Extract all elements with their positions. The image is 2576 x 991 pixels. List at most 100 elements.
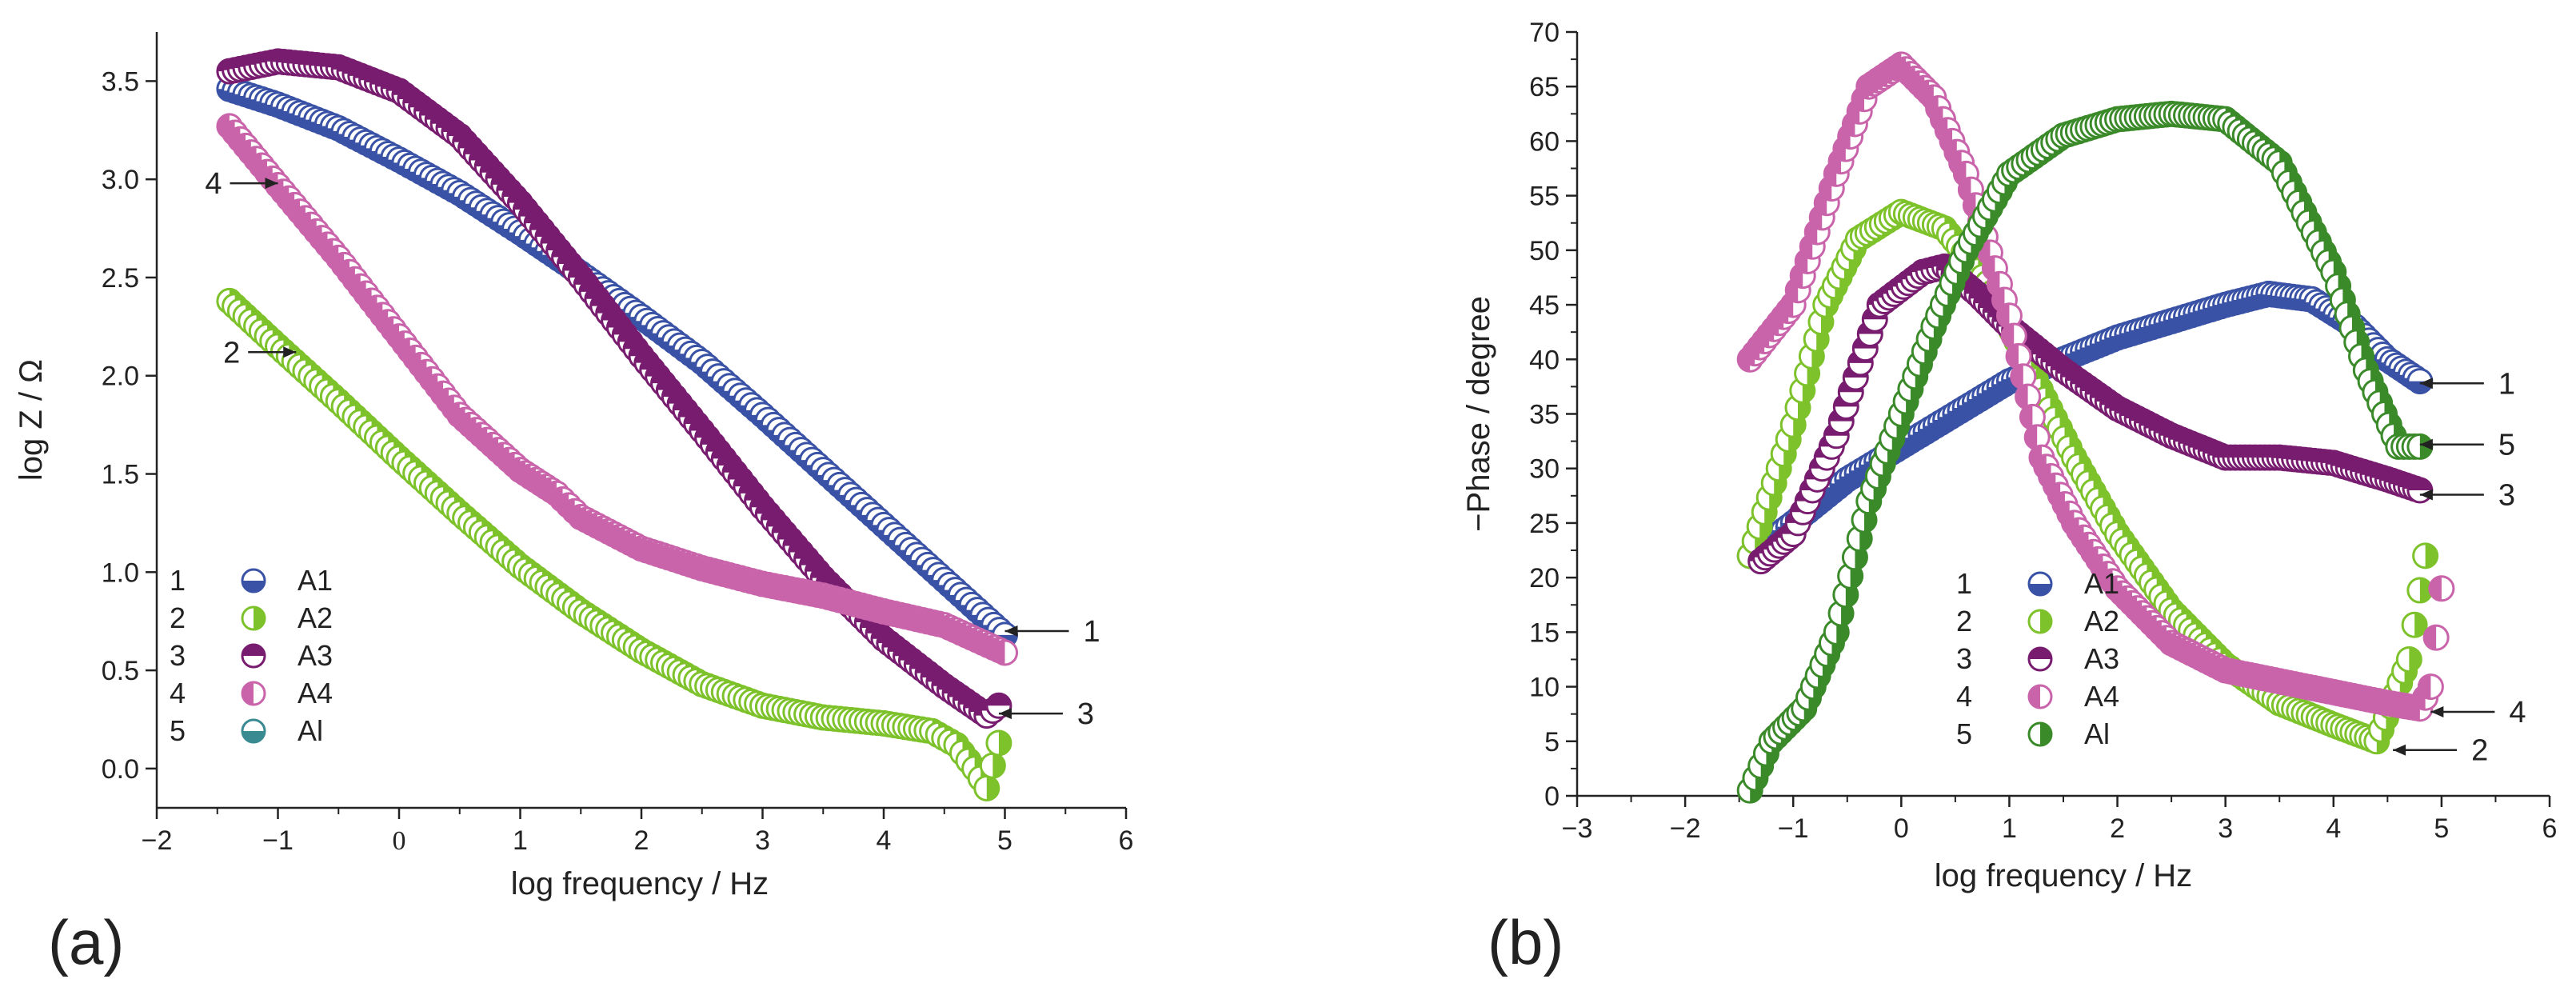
panel-a-chart: −2 −1 0 1 2 3 4 5 6 0.0 0.5 1.0 1.5 2.0 2.5 3.0 3.5 log f… bbox=[14, 32, 1133, 977]
legend-marker bbox=[2027, 646, 2053, 672]
data-point bbox=[2010, 363, 2037, 390]
legend-number: 5 bbox=[170, 714, 186, 747]
annotation-3: 3 bbox=[2419, 478, 2515, 512]
legend-number: 2 bbox=[1956, 605, 1972, 637]
annotation-arrow-head bbox=[2419, 438, 2433, 450]
series-A2 bbox=[1736, 198, 2439, 755]
legend-number: 2 bbox=[170, 601, 186, 634]
x-tick-label: −2 bbox=[142, 825, 173, 856]
legend-label: A4 bbox=[298, 677, 333, 709]
annotation-5: 5 bbox=[2419, 429, 2515, 462]
x-tick-label: −3 bbox=[1562, 813, 1593, 844]
annotation-arrow-head bbox=[1004, 625, 1018, 637]
x-axis-title: log frequency / Hz bbox=[1935, 858, 2192, 893]
x-tick-label: −2 bbox=[1670, 813, 1701, 844]
legend-label: A2 bbox=[298, 601, 333, 634]
legend-label: A3 bbox=[2084, 642, 2119, 675]
legend-marker bbox=[2027, 721, 2053, 747]
legend-label: A4 bbox=[2084, 680, 2119, 713]
legend-number: 1 bbox=[170, 564, 186, 597]
annotation-arrow-head bbox=[998, 708, 1012, 720]
legend-label: A2 bbox=[2084, 605, 2119, 637]
annotation-label: 5 bbox=[2498, 429, 2515, 462]
data-point bbox=[2406, 477, 2434, 504]
x-tick-label: 4 bbox=[2326, 813, 2341, 844]
y-tick-label: 25 bbox=[1529, 509, 1560, 539]
y-tick-label: 5 bbox=[1544, 727, 1560, 757]
x-tick-label: 0 bbox=[393, 826, 406, 856]
y-axis-title: −Phase / degree bbox=[1461, 296, 1496, 532]
panel-b-chart: −3 −2 −1 0 1 2 3 4 5 6051015202530354045505560657… bbox=[1461, 18, 2557, 977]
legend-marker bbox=[241, 681, 266, 706]
legend: 1 A1 2 A2 3 A3 4 A4 5 Al bbox=[170, 564, 333, 747]
legend: 1 A1 2 A2 3 A3 4 A4 5 Al bbox=[1956, 567, 2119, 750]
x-tick-label: 0 bbox=[1894, 813, 1909, 844]
legend-number: 4 bbox=[170, 677, 186, 709]
y-tick-label: 40 bbox=[1529, 345, 1560, 375]
y-tick-label: 50 bbox=[1529, 236, 1560, 266]
x-tick-label: −1 bbox=[262, 825, 294, 856]
x-tick-label: 5 bbox=[997, 825, 1012, 856]
x-tick-label: 1 bbox=[513, 825, 528, 856]
data-point bbox=[2428, 575, 2455, 602]
annotation-label: 3 bbox=[2498, 478, 2515, 512]
series-A4 bbox=[1736, 51, 2455, 722]
y-tick-label: 2.5 bbox=[102, 263, 139, 294]
annotation-2: 2 bbox=[223, 336, 297, 370]
x-tick-label: 5 bbox=[2434, 813, 2449, 844]
y-tick-label: 55 bbox=[1529, 182, 1560, 212]
legend-marker bbox=[2027, 609, 2053, 634]
x-tick-label: 2 bbox=[2110, 813, 2125, 844]
annotation-2: 2 bbox=[2393, 734, 2488, 768]
annotation-label: 4 bbox=[205, 167, 222, 201]
legend-marker bbox=[241, 568, 266, 593]
legend-marker bbox=[241, 605, 266, 631]
y-tick-label: 30 bbox=[1529, 454, 1560, 485]
x-tick-label: 6 bbox=[1119, 825, 1134, 856]
annotation-label: 4 bbox=[2509, 696, 2526, 729]
data-point bbox=[2406, 368, 2434, 395]
legend-label: A1 bbox=[2084, 567, 2119, 600]
annotation-1: 1 bbox=[1004, 615, 1100, 649]
legend-marker bbox=[241, 643, 266, 669]
legend-label: Al bbox=[298, 714, 323, 747]
panel-label: (b) bbox=[1488, 907, 1564, 977]
legend-marker bbox=[2027, 684, 2053, 709]
annotation-label: 1 bbox=[2498, 367, 2515, 401]
data-point bbox=[2401, 611, 2428, 638]
annotation-arrow-head bbox=[265, 178, 278, 190]
legend-number: 3 bbox=[170, 639, 186, 672]
y-tick-label: 1.0 bbox=[102, 557, 139, 588]
legend-label: Al bbox=[2084, 717, 2110, 750]
legend-number: 5 bbox=[1956, 717, 1972, 750]
series-A3 bbox=[216, 48, 1012, 729]
x-axis-title: log frequency / Hz bbox=[511, 866, 769, 901]
x-tick-label: 1 bbox=[2002, 813, 2017, 844]
series-Al bbox=[1736, 100, 2434, 804]
y-tick-label: 35 bbox=[1529, 400, 1560, 430]
data-point bbox=[2015, 383, 2042, 410]
y-tick-label: 0.0 bbox=[102, 754, 139, 785]
annotation-1: 1 bbox=[2419, 367, 2515, 401]
y-tick-label: 0.5 bbox=[102, 656, 139, 686]
legend-number: 3 bbox=[1956, 642, 1972, 675]
y-axis-title: log Z / Ω bbox=[14, 359, 49, 481]
x-tick-label: 2 bbox=[634, 825, 649, 856]
annotation-4: 4 bbox=[205, 167, 278, 201]
y-tick-label: 3.0 bbox=[102, 165, 139, 195]
y-tick-label: 10 bbox=[1529, 673, 1560, 703]
legend-number: 1 bbox=[1956, 567, 1972, 600]
data-point bbox=[985, 692, 1012, 719]
annotation-arrow-head bbox=[2430, 705, 2444, 717]
x-tick-label: −1 bbox=[1778, 813, 1809, 844]
annotation-arrow-head bbox=[2419, 378, 2433, 390]
data-point bbox=[1784, 277, 1811, 304]
series-A4 bbox=[216, 113, 1018, 666]
data-point bbox=[2023, 424, 2051, 451]
y-tick-label: 0 bbox=[1544, 781, 1560, 812]
x-tick-label: 6 bbox=[2542, 813, 2558, 844]
x-tick-label: 3 bbox=[755, 825, 770, 856]
y-tick-label: 15 bbox=[1529, 617, 1560, 648]
legend-label: A3 bbox=[298, 639, 333, 672]
